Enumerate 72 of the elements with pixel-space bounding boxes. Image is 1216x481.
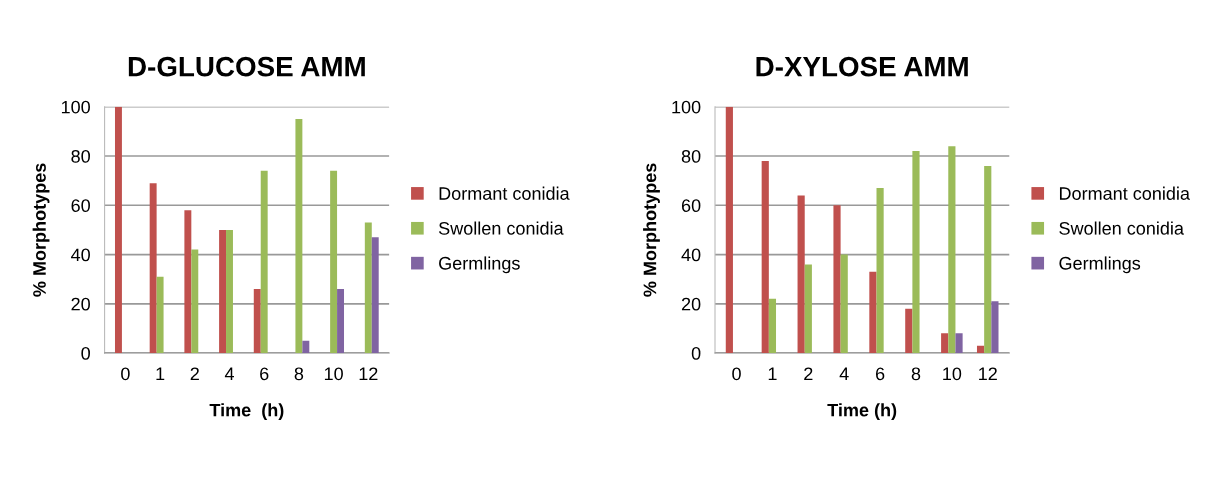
y-tick-label: 60	[71, 199, 90, 213]
x-tick-label: 2	[804, 367, 813, 381]
bar	[984, 165, 992, 354]
x-tick-label: 4	[839, 367, 849, 381]
bar	[337, 289, 345, 354]
bar	[905, 308, 913, 354]
chart-title: D-XYLOSE AMM	[756, 56, 968, 77]
y-tick-label: 40	[681, 248, 701, 262]
x-tick-label: 1	[768, 367, 777, 381]
bar	[295, 119, 303, 354]
x-tick-label: 4	[224, 367, 234, 381]
y-axis-title: % Morphotypes	[32, 163, 50, 297]
bar	[876, 188, 884, 354]
bar	[768, 298, 777, 354]
bar	[955, 333, 963, 354]
bar	[976, 345, 985, 354]
y-tick-label: 20	[681, 297, 701, 311]
y-tick-label: 80	[71, 149, 90, 163]
bar	[371, 237, 379, 354]
y-axis-title: % Morphotypes	[643, 163, 660, 297]
bar	[833, 205, 841, 354]
bar	[302, 340, 310, 354]
y-tick-label: 60	[681, 199, 701, 213]
bar	[797, 195, 805, 354]
bar	[804, 264, 812, 354]
x-tick-label: 1	[156, 367, 165, 381]
y-tick-label: 0	[81, 346, 90, 360]
y-tick-label: 0	[691, 346, 701, 360]
bar	[725, 106, 733, 354]
x-tick-label: 8	[294, 367, 304, 381]
bar	[149, 183, 157, 354]
x-axis-title: Time (h)	[827, 403, 897, 421]
x-tick-label: 12	[359, 367, 378, 381]
x-axis-title: Time (h)	[209, 403, 284, 421]
legend-label: Dormant conidia	[439, 186, 570, 200]
legend-label: Germlings	[439, 256, 520, 274]
bar	[991, 301, 999, 354]
bar	[364, 222, 372, 354]
x-tick-label: 6	[260, 367, 269, 381]
legend-label: Germlings	[1059, 256, 1141, 274]
bar	[330, 170, 338, 354]
bar	[184, 210, 192, 354]
bar	[114, 106, 122, 354]
bar	[260, 170, 268, 354]
bar	[948, 146, 956, 354]
y-tick-label: 20	[71, 297, 90, 311]
x-tick-label: 2	[190, 367, 199, 381]
bar	[840, 254, 848, 354]
x-tick-label: 6	[875, 367, 885, 381]
y-tick-label: 80	[681, 149, 701, 163]
y-tick-label: 40	[71, 248, 90, 262]
x-tick-label: 12	[979, 367, 997, 381]
legend-label: Dormant conidia	[1059, 186, 1190, 200]
bar	[253, 289, 261, 354]
bar	[219, 229, 227, 354]
bar	[191, 249, 199, 354]
y-tick-label: 100	[672, 100, 701, 114]
x-tick-label: 10	[943, 367, 962, 381]
legend-label: Swollen conidia	[1059, 221, 1184, 235]
x-tick-label: 0	[732, 367, 741, 381]
bar	[761, 160, 769, 354]
x-tick-label: 8	[911, 367, 921, 381]
y-tick-label: 100	[61, 100, 90, 114]
bar	[156, 276, 164, 354]
chart-title: D-GLUCOSE AMM	[128, 56, 365, 77]
bar	[912, 151, 920, 354]
x-tick-label: 0	[121, 367, 130, 381]
bar	[869, 271, 877, 354]
x-tick-label: 10	[324, 367, 343, 381]
legend-label: Swollen conidia	[438, 221, 564, 235]
bar	[941, 333, 949, 354]
bar	[226, 229, 233, 354]
